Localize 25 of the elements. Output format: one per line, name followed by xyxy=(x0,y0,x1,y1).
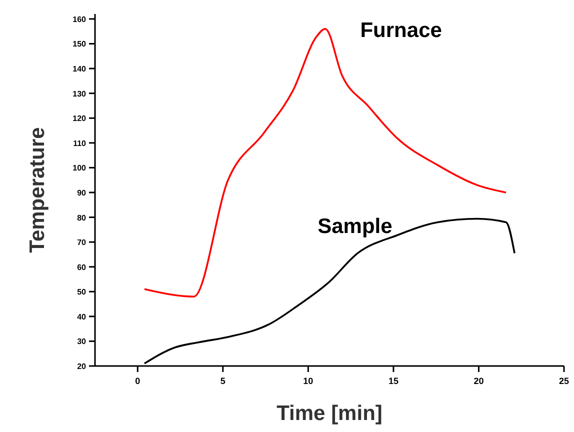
y-tick-label: 120 xyxy=(72,114,87,124)
y-axis-title: Temperature xyxy=(26,127,49,253)
x-tick-label: 25 xyxy=(558,376,570,386)
y-tick-label: 130 xyxy=(72,89,87,98)
series-label: Furnace xyxy=(360,18,442,42)
y-tick-label: 100 xyxy=(72,164,87,173)
y-tick-label: 20 xyxy=(77,362,87,371)
x-tick-label: 10 xyxy=(303,376,314,386)
y-tick-label: 150 xyxy=(72,40,87,49)
x-tick-label: 15 xyxy=(388,376,398,386)
y-tick-label: 160 xyxy=(72,14,87,24)
y-tick-label: 60 xyxy=(77,262,87,272)
y-tick-label: 90 xyxy=(77,188,87,198)
x-tick-label: 5 xyxy=(220,376,226,386)
y-tick-label: 30 xyxy=(77,337,87,346)
x-tick-label: 0 xyxy=(135,376,140,386)
y-tick-label: 70 xyxy=(77,238,87,248)
x-axis-title: Time [min] xyxy=(276,402,382,425)
y-tick-label: 50 xyxy=(77,288,87,297)
y-tick-label: 80 xyxy=(77,213,87,222)
y-tick-label: 140 xyxy=(72,64,87,74)
x-tick-label: 20 xyxy=(474,376,484,386)
y-tick-label: 110 xyxy=(73,138,87,148)
series-label: Sample xyxy=(318,215,392,238)
y-tick-label: 40 xyxy=(77,312,87,322)
